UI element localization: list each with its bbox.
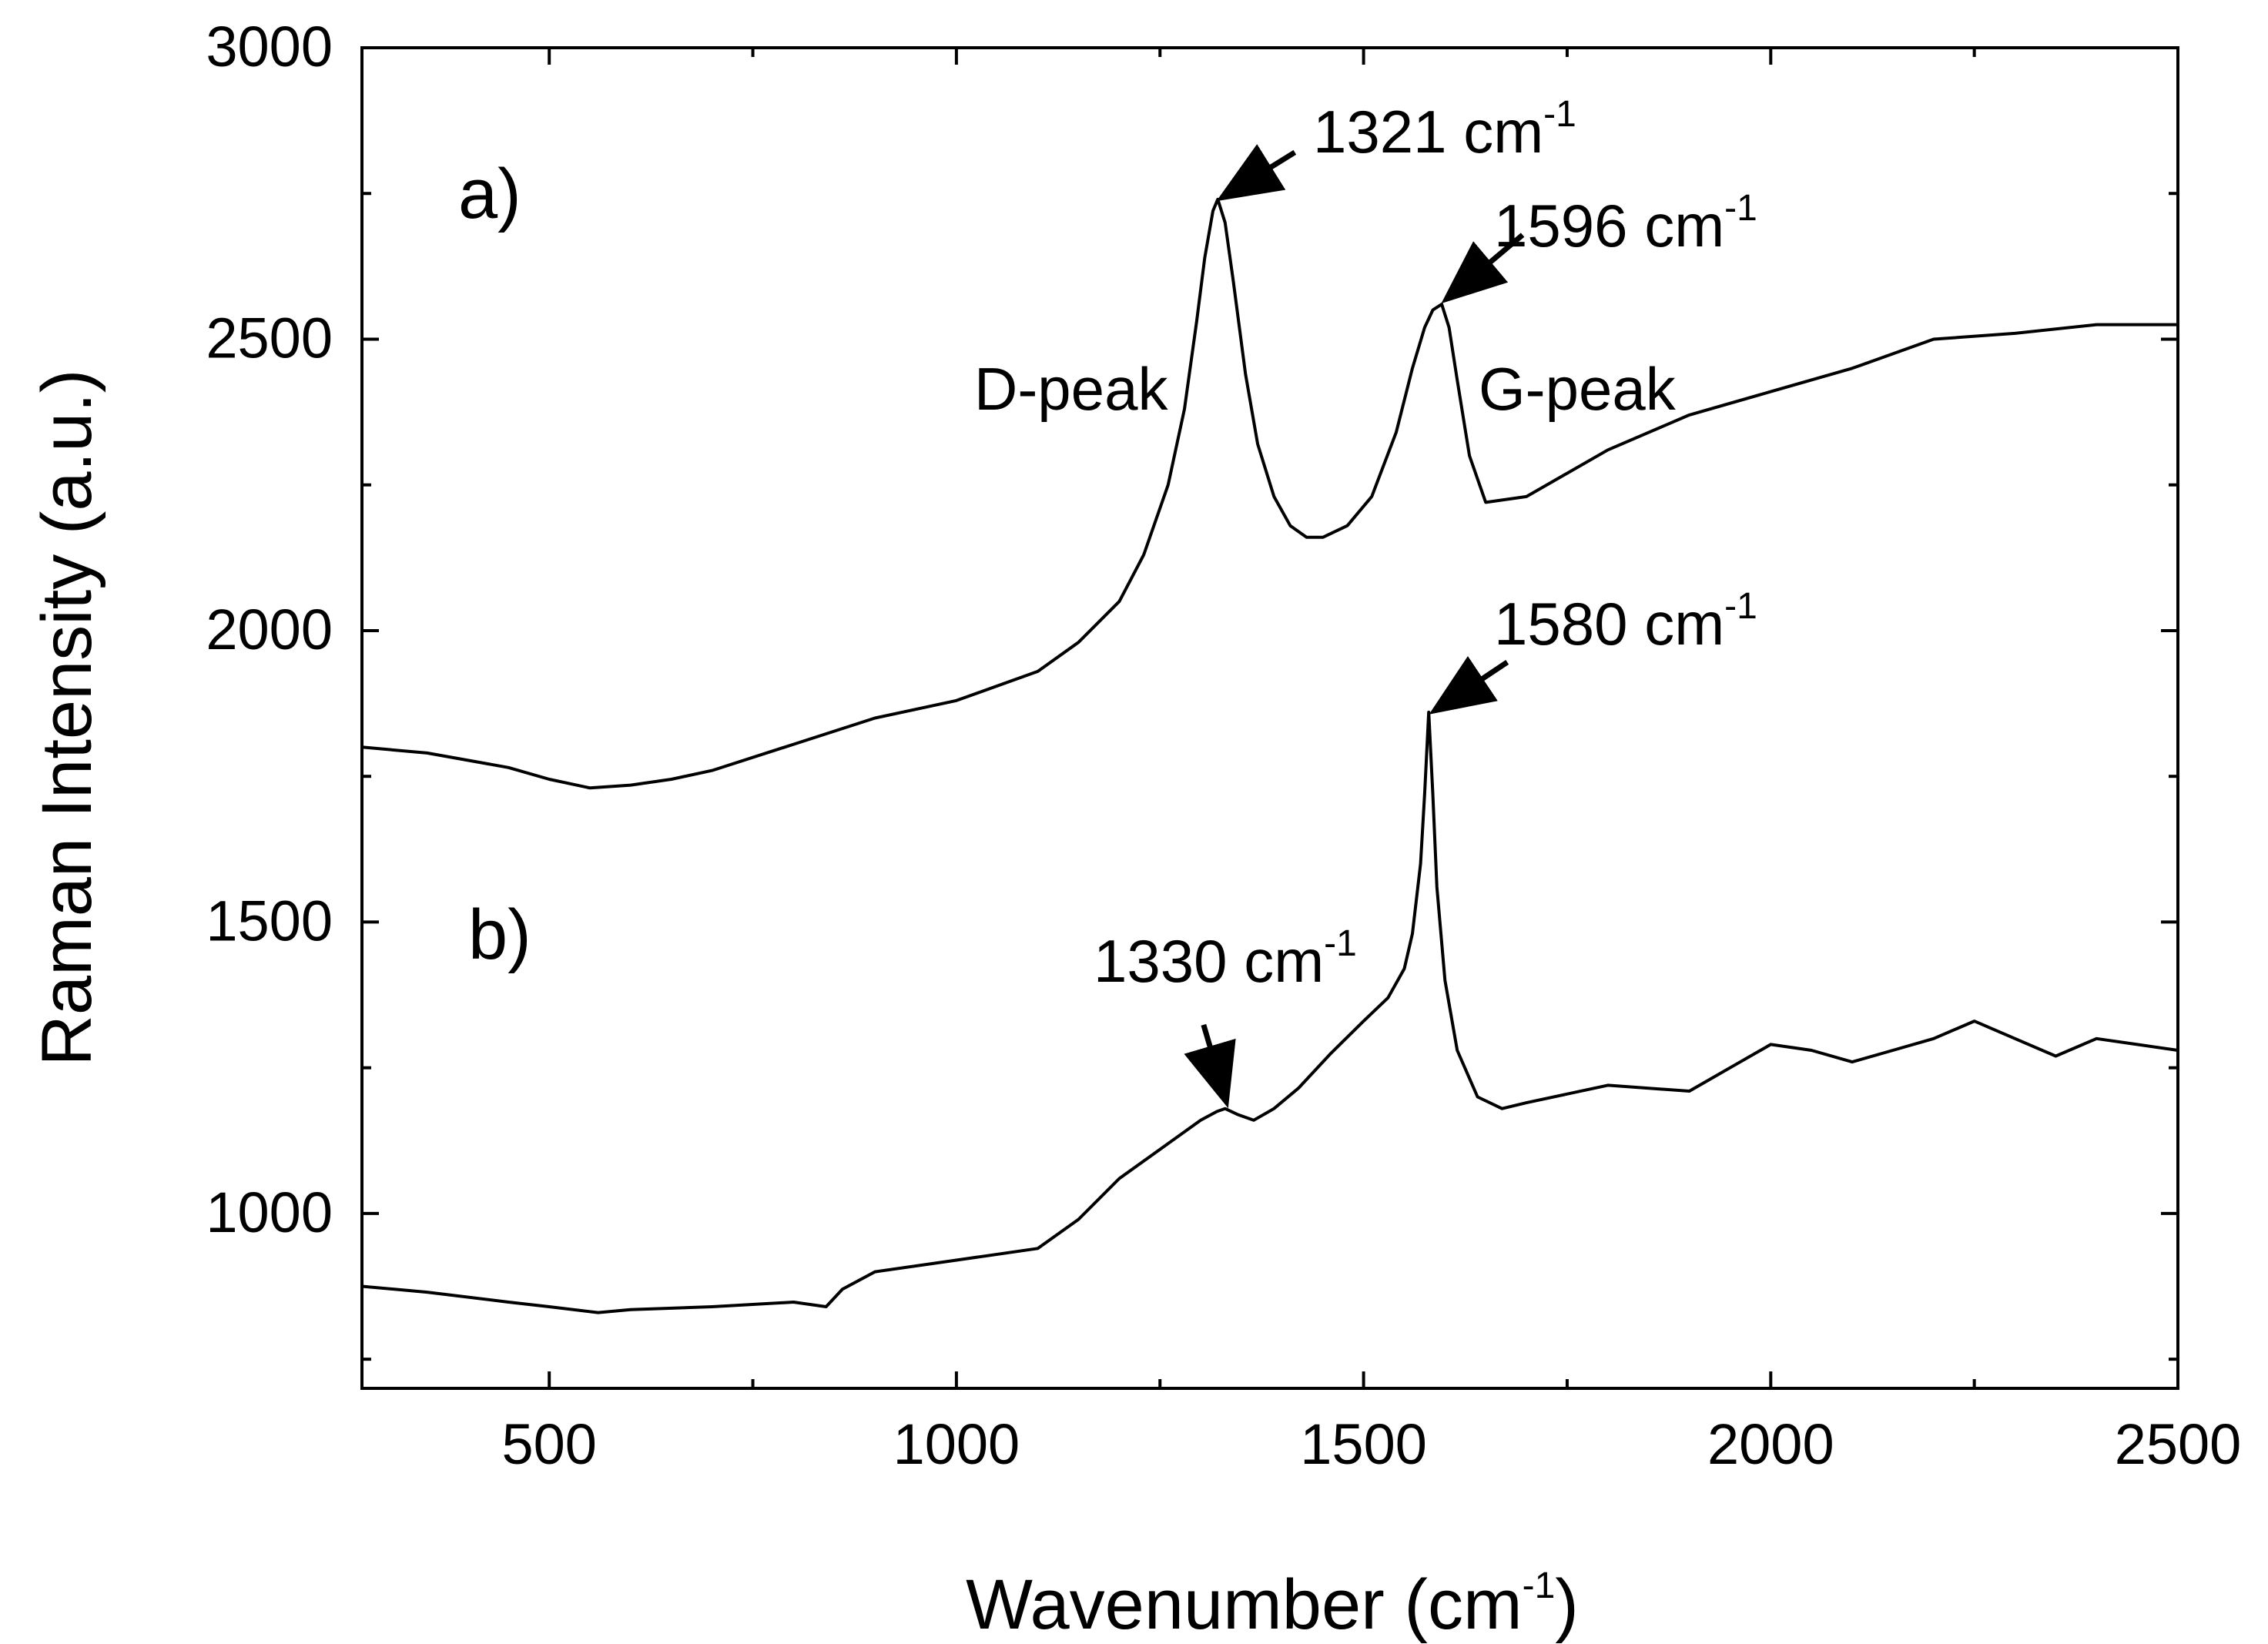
annotation-1596-text: 1596 cm: [1494, 192, 1724, 259]
series-a-line: [360, 197, 2179, 790]
series-b-line: [360, 710, 2179, 1314]
arrow-1580: [1429, 655, 1509, 715]
d-peak-label: D-peak: [974, 355, 1168, 423]
x-axis-label-close: ): [1555, 1565, 1579, 1644]
annotations: 1321 cm-1 1596 cm-1 1580 cm-1 1330 cm-1 …: [458, 94, 1757, 1109]
x-tick-label: 1000: [893, 1412, 1020, 1476]
x-axis-label-main: Wavenumber (cm: [966, 1565, 1523, 1644]
annotation-1580-text: 1580 cm: [1494, 590, 1724, 658]
annotation-1321-text: 1321 cm: [1313, 98, 1543, 166]
annotation-1330-sup: -1: [1324, 923, 1357, 964]
x-tick-label: 1500: [1300, 1412, 1427, 1476]
annotation-1330-text: 1330 cm: [1094, 927, 1324, 995]
y-tick-labels: 1000 1500 2000 2500 3000: [206, 15, 333, 1244]
arrow-1321: [1216, 144, 1297, 202]
x-axis-label: Wavenumber (cm-1): [966, 1565, 1579, 1644]
y-tick-label: 3000: [206, 15, 333, 79]
y-axis-label: Raman Intensity (a.u.): [28, 369, 106, 1066]
arrow-1596: [1441, 233, 1525, 304]
x-tick-label: 2000: [1707, 1412, 1834, 1476]
axis-ticks: [362, 46, 2179, 1388]
x-tick-label: 500: [501, 1412, 596, 1476]
panel-label-a: a): [458, 155, 521, 233]
annotation-1596: 1596 cm-1: [1494, 188, 1757, 259]
panel-label-b: b): [468, 896, 531, 974]
series-group: [360, 197, 2179, 1314]
g-peak-label: G-peak: [1479, 355, 1677, 423]
annotation-1596-sup: -1: [1724, 188, 1757, 229]
y-tick-label: 2500: [206, 306, 333, 370]
annotation-1580-sup: -1: [1724, 586, 1757, 627]
annotation-1330: 1330 cm-1: [1094, 923, 1357, 995]
y-tick-label: 1000: [206, 1180, 333, 1244]
y-tick-label: 1500: [206, 889, 333, 953]
y-tick-label: 2000: [206, 598, 333, 661]
annotation-1321-sup: -1: [1543, 94, 1576, 135]
x-tick-labels: 500 1000 1500 2000 2500: [501, 1412, 2241, 1476]
annotation-1321: 1321 cm-1: [1313, 94, 1576, 166]
annotation-1580: 1580 cm-1: [1494, 586, 1757, 658]
x-axis-label-sup: -1: [1523, 1565, 1556, 1606]
arrow-1330: [1184, 1023, 1236, 1109]
plot-frame: [360, 46, 2179, 1390]
x-tick-label: 2500: [2115, 1412, 2242, 1476]
